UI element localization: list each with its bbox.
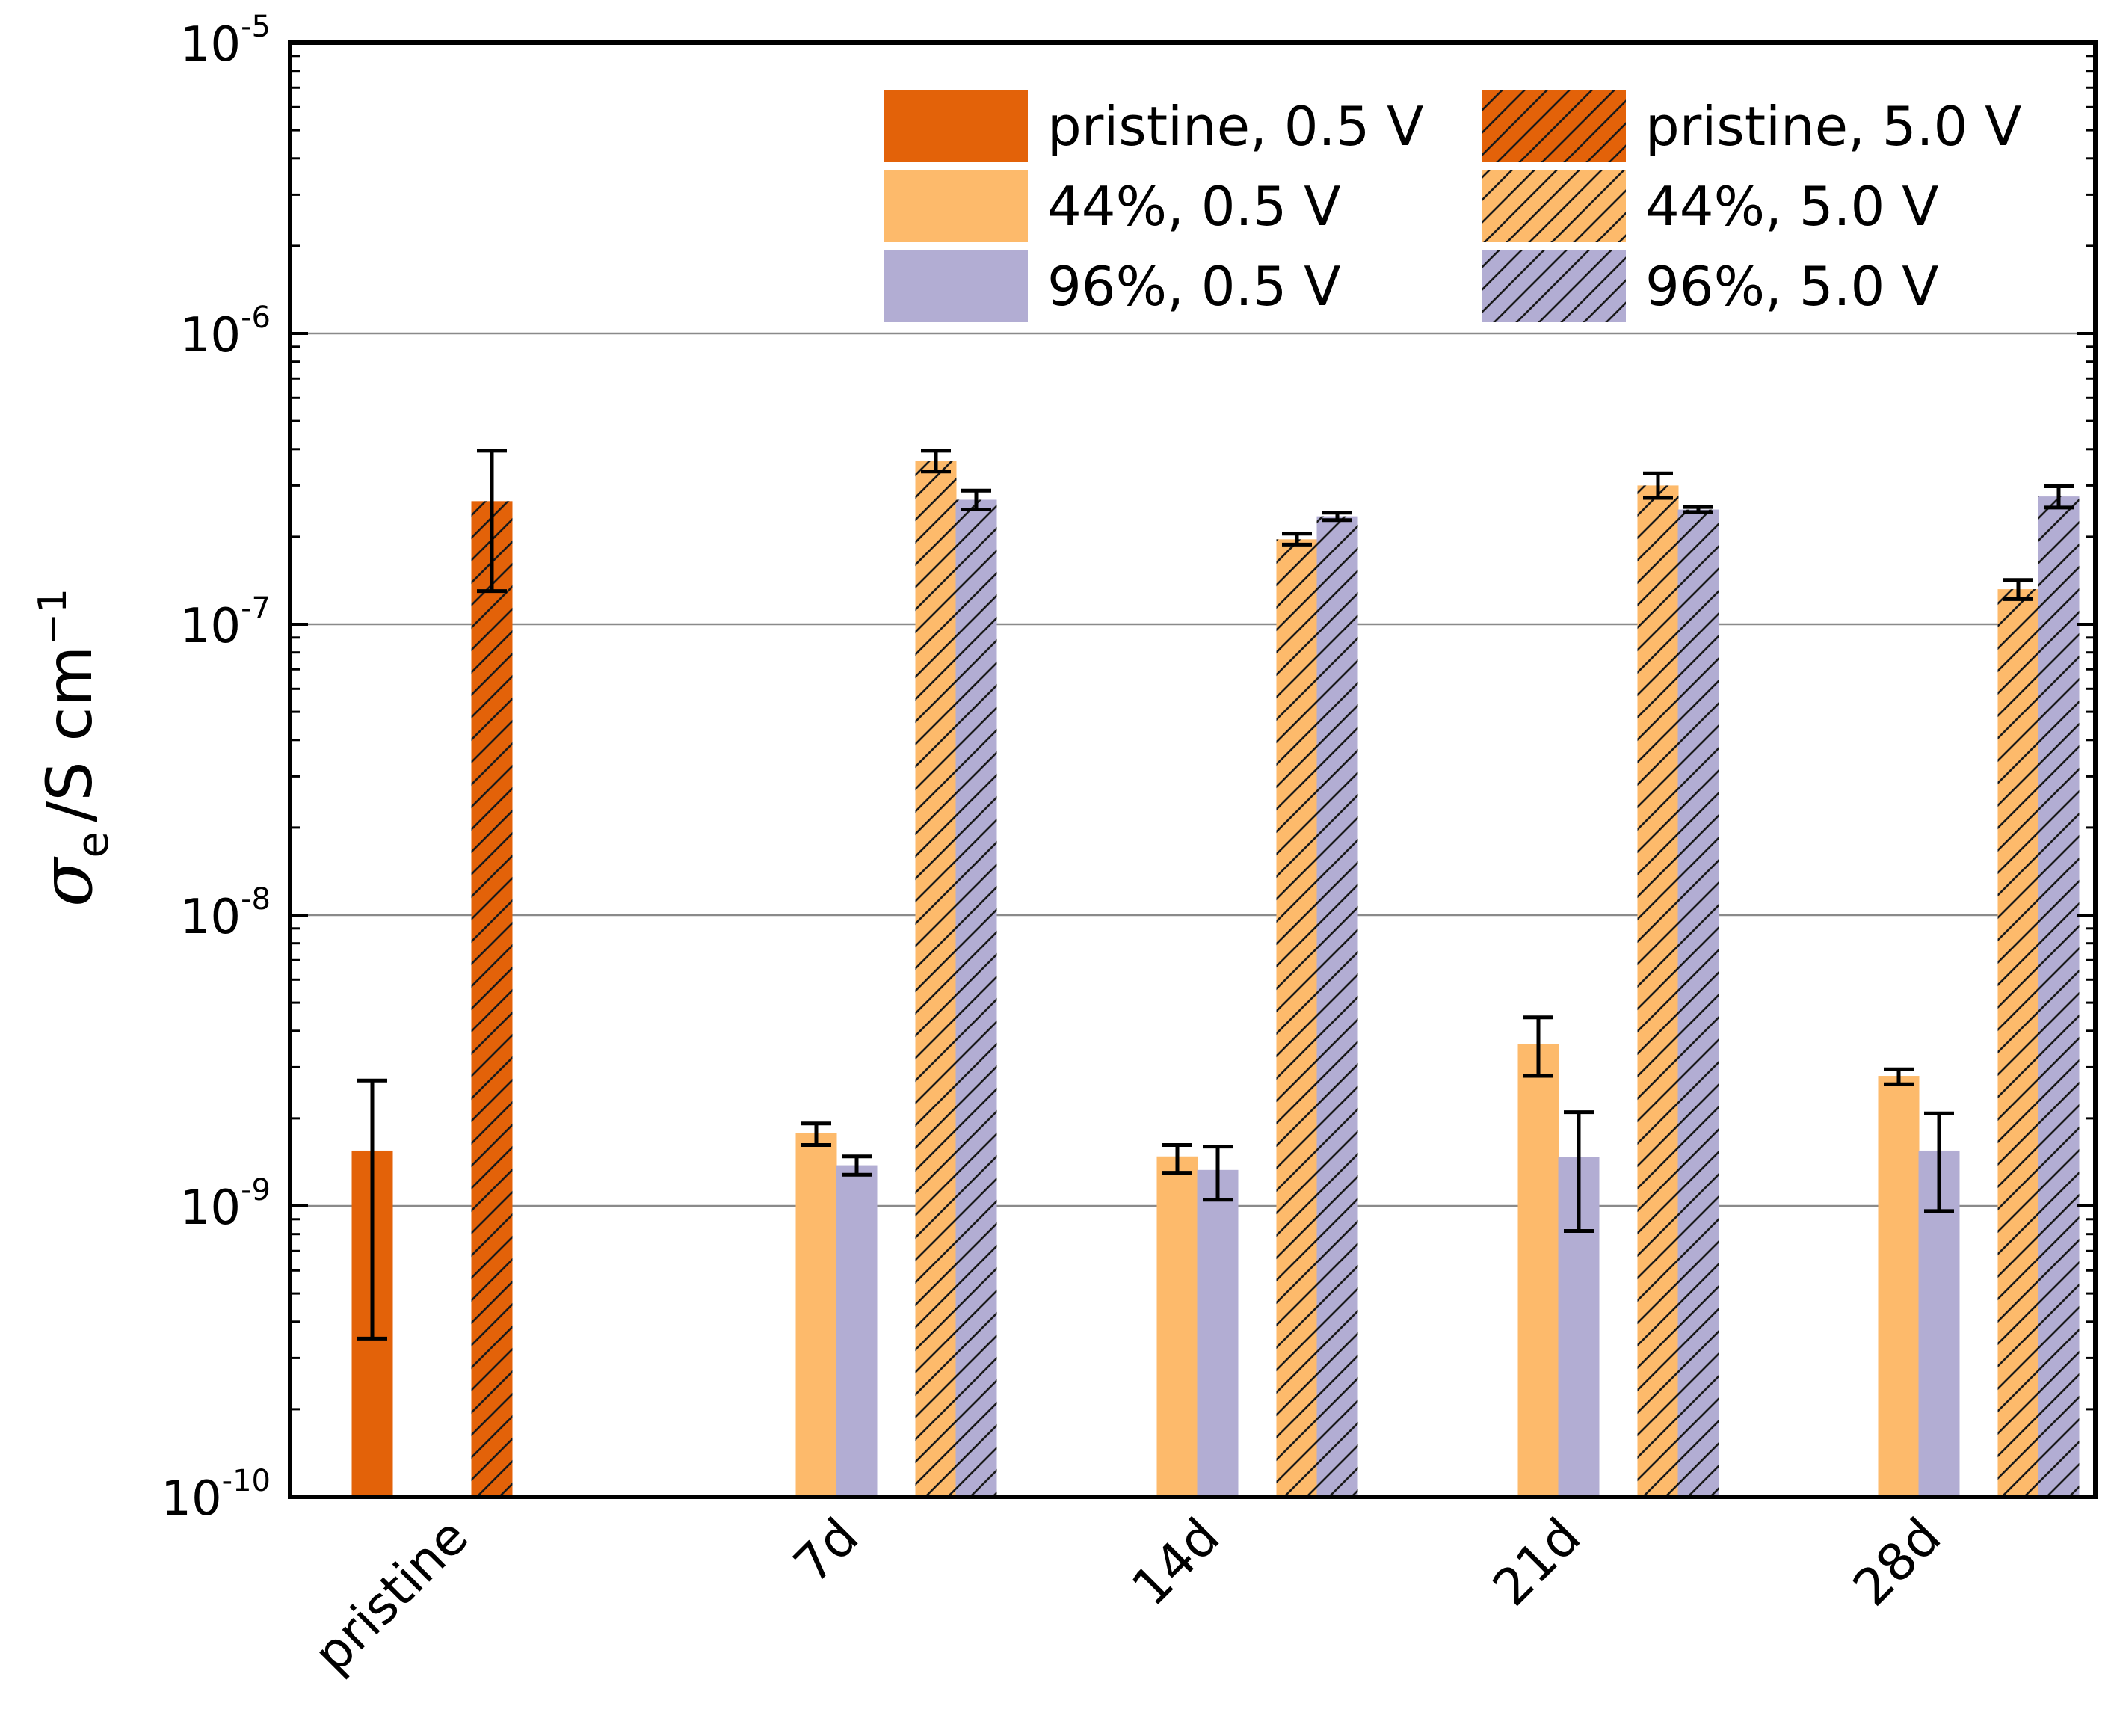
bar bbox=[836, 1165, 878, 1497]
y-tick-label: 10-5 bbox=[180, 10, 271, 73]
legend-swatch-hatch bbox=[1482, 90, 1626, 162]
x-tick-label: pristine bbox=[303, 1507, 480, 1684]
x-tick-label: 14d bbox=[1121, 1507, 1231, 1618]
legend-swatch-hatch bbox=[1482, 250, 1626, 322]
legend-label: pristine, 5.0 V bbox=[1645, 95, 2021, 158]
error-bars bbox=[357, 449, 2074, 1341]
x-tick-labels: pristine 7d 14d 21d 28d bbox=[303, 1507, 1953, 1684]
y-axis-subscript: e bbox=[67, 831, 118, 858]
plot-frame bbox=[288, 40, 2098, 1499]
bar-hatch bbox=[1316, 516, 1358, 1498]
y-tick-label: 10-7 bbox=[180, 591, 271, 654]
legend-label: 96%, 0.5 V bbox=[1047, 255, 1340, 318]
axis-ticks bbox=[290, 41, 2095, 1498]
legend-swatch bbox=[884, 90, 1028, 162]
bar bbox=[1156, 1156, 1198, 1497]
gridlines bbox=[290, 332, 2095, 1207]
bar-hatch bbox=[2038, 496, 2080, 1497]
legend-label: pristine, 0.5 V bbox=[1047, 95, 1423, 158]
y-axis-unit-exponent: −1 bbox=[31, 588, 75, 646]
x-tick-label: 28d bbox=[1842, 1507, 1953, 1618]
bar-hatch bbox=[1997, 589, 2039, 1498]
y-axis-symbol: σ bbox=[25, 856, 108, 907]
bar-hatch bbox=[955, 499, 997, 1497]
y-tick-label: 10-9 bbox=[180, 1173, 271, 1236]
legend: pristine, 0.5 V pristine, 5.0 V 44%, 0.5 V… bbox=[884, 90, 2021, 322]
bar-hatch bbox=[1637, 485, 1679, 1497]
y-tick-label: 10-10 bbox=[161, 1464, 271, 1527]
y-axis-unit: /S cm bbox=[33, 646, 106, 822]
svg-text:σe/S cm−1: σe/S cm−1 bbox=[25, 588, 118, 907]
legend-label: 44%, 5.0 V bbox=[1645, 175, 1938, 238]
bar-hatch bbox=[1677, 509, 1719, 1497]
bars bbox=[351, 461, 2080, 1498]
bar-hatch bbox=[1276, 539, 1318, 1497]
bar bbox=[1517, 1044, 1559, 1497]
y-tick-labels: 10-10 10-9 10-8 10-7 10-6 10-5 bbox=[161, 10, 271, 1527]
legend-label: 96%, 5.0 V bbox=[1645, 255, 1938, 318]
legend-swatch bbox=[884, 250, 1028, 322]
legend-label: 44%, 0.5 V bbox=[1047, 175, 1340, 238]
bar-hatch bbox=[915, 461, 957, 1497]
y-tick-label: 10-8 bbox=[180, 882, 271, 945]
bar bbox=[795, 1133, 837, 1497]
y-axis-label: σe/S cm−1 bbox=[25, 588, 118, 907]
y-tick-label: 10-6 bbox=[180, 301, 271, 363]
legend-swatch bbox=[884, 170, 1028, 242]
x-tick-label: 7d bbox=[783, 1507, 870, 1595]
bar-hatch bbox=[471, 501, 513, 1497]
bar bbox=[1878, 1076, 1920, 1497]
x-tick-label: 21d bbox=[1482, 1507, 1592, 1618]
bar bbox=[1197, 1169, 1239, 1497]
legend-swatch-hatch bbox=[1482, 170, 1626, 242]
